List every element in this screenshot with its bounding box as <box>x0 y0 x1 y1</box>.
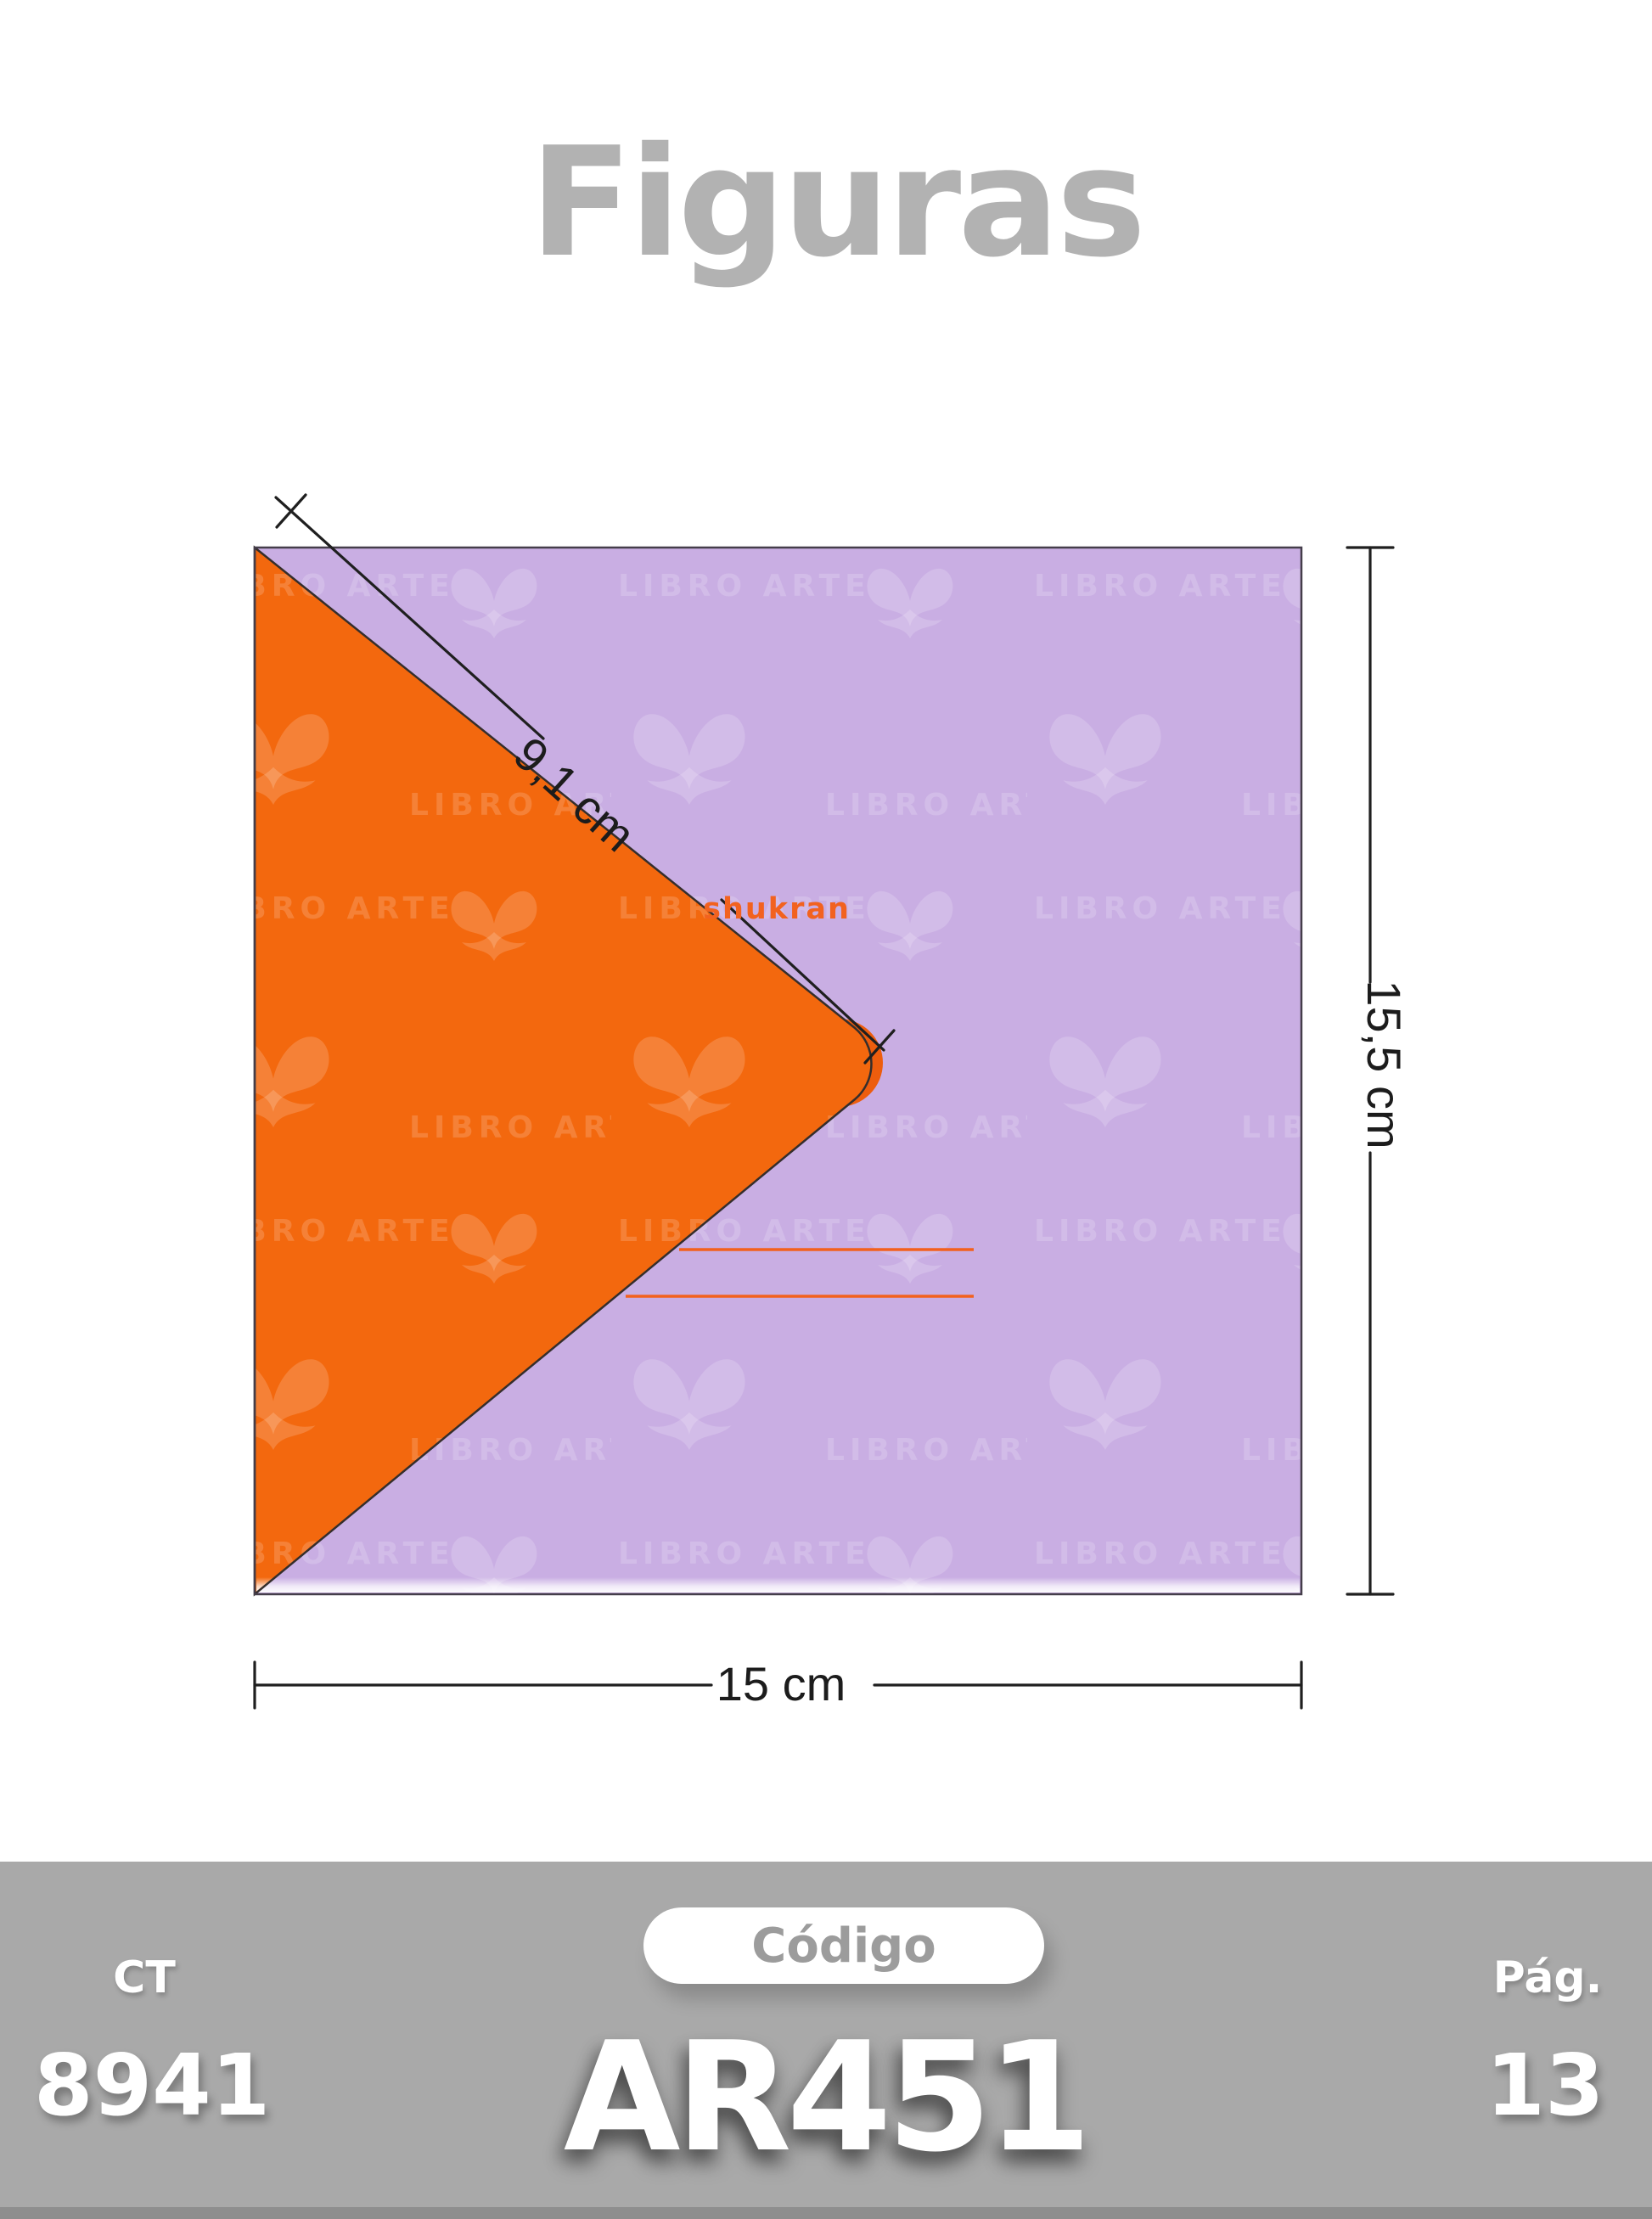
code-badge: Código <box>643 1907 1044 1984</box>
page-title: Figuras <box>529 115 1147 290</box>
page-number-label: Pág. <box>1492 1952 1603 2003</box>
brand-label: shukran <box>703 892 851 926</box>
square-bottom-shine <box>256 1577 1300 1593</box>
figure-diagram: LIBRO ARTE LIBRO ARTE <box>253 493 1411 1711</box>
code-badge-label: Código <box>751 1918 936 1974</box>
height-dimension-label: 15,5 cm <box>1357 980 1411 1149</box>
deco-lines <box>626 1248 974 1298</box>
width-dimension-label: 15 cm <box>716 1657 846 1711</box>
footer-bottom-strip <box>0 2207 1652 2219</box>
square-outline <box>253 546 1303 1596</box>
code-value: AR451 <box>563 2009 1092 2185</box>
dimension-lines <box>253 493 1395 1710</box>
watermark-pattern-overlay <box>255 548 1301 1594</box>
triangle-outline <box>253 545 873 1597</box>
ct-value: 8941 <box>34 2036 271 2135</box>
ct-label: CT <box>113 1952 176 2003</box>
page-number-value: 13 <box>1486 2036 1604 2135</box>
